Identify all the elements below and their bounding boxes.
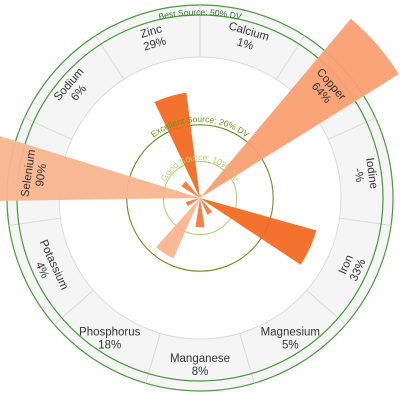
bar-phosphorus [156,198,200,259]
value-label: 18% [98,339,121,351]
ring-divider [145,333,161,384]
category-label: Manganese [170,353,230,365]
ring-divider [8,217,61,226]
value-label: 90% [34,163,49,188]
bar-magnesium [200,198,213,215]
bar-calcium [200,194,202,198]
ring-divider [24,117,72,140]
bar-potassium [185,198,200,207]
category-label: Zinc [139,23,163,41]
category-label: Magnesium [261,326,320,338]
value-label: 8% [192,366,209,378]
category-label: Phosphorus [79,326,141,338]
ring-divider [53,289,94,325]
value-label: 1% [235,36,254,52]
ring-divider [275,35,305,80]
ring-divider [306,289,347,325]
bar-copper [200,18,399,198]
bar-manganese [195,198,205,228]
bars-layer [0,18,399,265]
bar-selenium [0,136,200,201]
ring-divider [239,333,255,384]
ring-divider [339,217,392,226]
value-label: -% [351,167,365,183]
bar-iron [200,198,317,265]
bar-sodium [181,181,200,198]
label-group-iodine: Iodine-% [351,157,379,190]
category-label: Iodine [363,157,379,190]
ref-label-best: Best Source: 50% DV [158,7,243,22]
bar-zinc [154,92,200,198]
ring-divider [95,35,125,80]
value-label: 5% [282,339,299,351]
ring-divider [328,117,376,140]
